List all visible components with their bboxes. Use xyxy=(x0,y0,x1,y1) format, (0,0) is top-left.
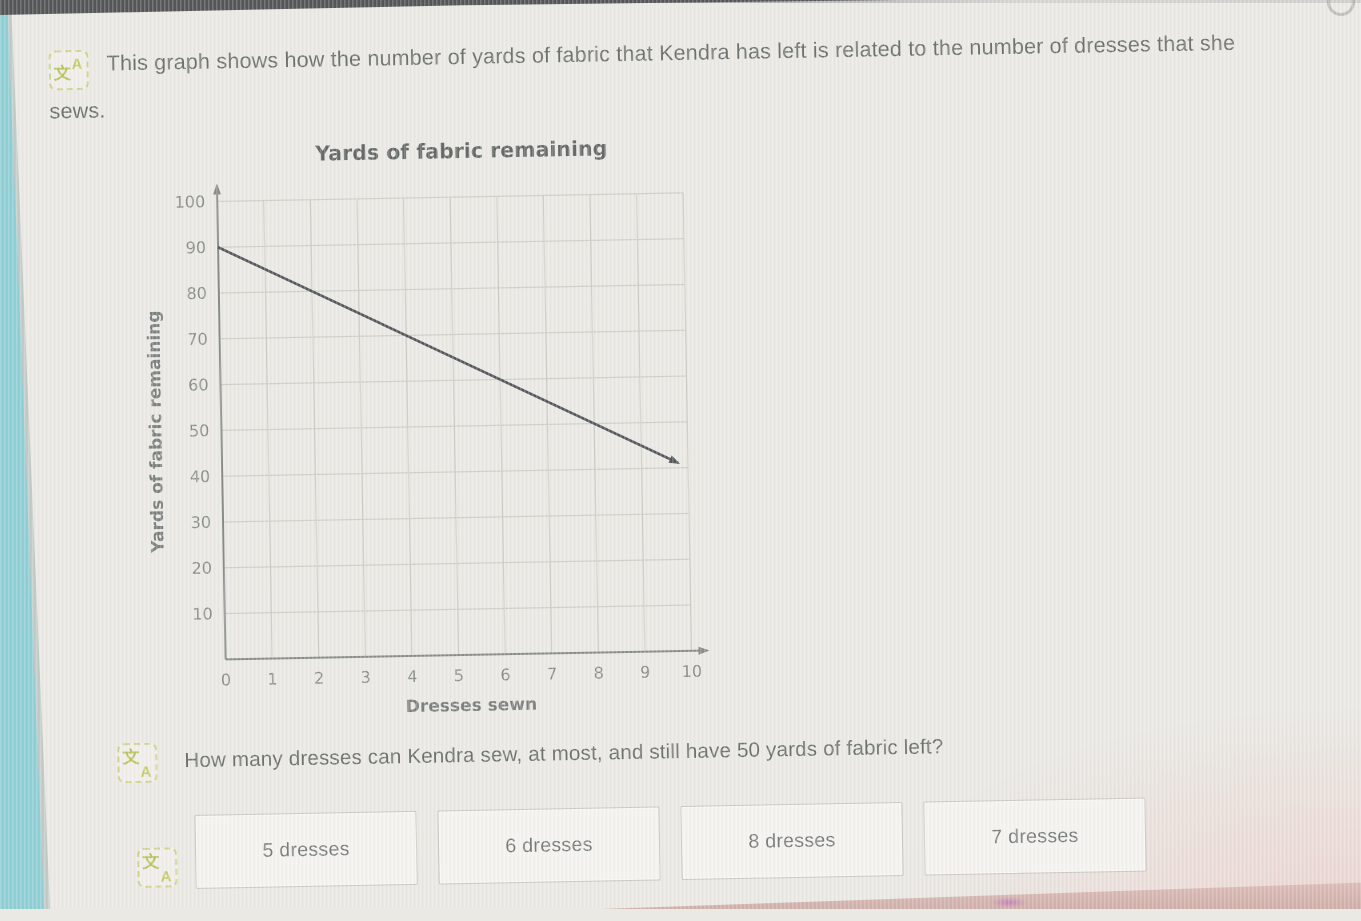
translate-icon-zh-glyph: 文 xyxy=(53,64,72,84)
x-tick-label: 0 xyxy=(221,670,232,689)
y-axis-label: Yards of fabric remaining xyxy=(144,310,168,554)
x-tick-label: 3 xyxy=(360,668,371,687)
y-tick-label: 80 xyxy=(186,284,207,303)
translate-icon-zh-glyph: 文 xyxy=(142,852,160,872)
fabric-line-chart: 10 20 30 40 50 60 70 80 90 100 0 1 2 3 4 5 6 7 8 9 10 Yards o… xyxy=(118,122,779,744)
x-tick-label: 2 xyxy=(314,669,325,688)
translate-icon-en-glyph: A xyxy=(160,868,172,886)
x-tick-label: 7 xyxy=(547,664,558,683)
x-tick-label: 4 xyxy=(407,667,418,686)
y-tick-label: 50 xyxy=(189,421,210,440)
translate-icon-zh-glyph: 文 xyxy=(122,747,140,768)
translate-icon[interactable]: 文 A xyxy=(117,742,158,784)
x-tick-label: 1 xyxy=(267,669,278,688)
translate-icon[interactable]: 文 A xyxy=(137,847,178,889)
y-tick-label: 30 xyxy=(191,513,212,532)
y-tick-label: 60 xyxy=(188,375,209,394)
x-tick-label: 10 xyxy=(682,662,703,681)
y-tick-label: 40 xyxy=(190,467,211,486)
translate-icon-en-glyph: A xyxy=(71,55,83,74)
chart-svg: 10 20 30 40 50 60 70 80 90 100 0 1 2 3 4 5 6 7 8 9 10 Yards o… xyxy=(144,136,710,717)
prompt-text: This graph shows how the number of yards… xyxy=(49,30,1236,124)
y-tick-label: 90 xyxy=(185,238,206,257)
y-tick-label: 10 xyxy=(192,604,213,623)
answer-button-7-dresses[interactable]: 7 dresses xyxy=(923,797,1147,876)
y-tick-label: 100 xyxy=(174,192,205,212)
x-axis-label: Dresses sewn xyxy=(406,695,538,717)
answer-button-5-dresses[interactable]: 5 dresses xyxy=(194,810,418,889)
translate-icon-en-glyph: A xyxy=(140,763,152,781)
answer-button-6-dresses[interactable]: 6 dresses xyxy=(437,806,661,885)
y-tick-label: 70 xyxy=(187,330,208,349)
answer-button-8-dresses[interactable]: 8 dresses xyxy=(680,801,904,881)
answer-choices: 5 dresses 6 dresses 8 dresses 7 dresses xyxy=(194,797,1147,889)
x-tick-label: 8 xyxy=(593,663,604,682)
x-tick-label: 5 xyxy=(454,666,465,685)
x-tick-label: 9 xyxy=(640,663,651,682)
x-tick-label: 6 xyxy=(500,665,511,684)
translate-icon[interactable]: 文 A xyxy=(48,49,90,91)
top-right-artifact xyxy=(1327,0,1355,16)
y-tick-label: 20 xyxy=(191,558,212,577)
prompt-block: 文 A This graph shows how the number of y… xyxy=(48,19,1288,136)
chart-title: Yards of fabric remaining xyxy=(314,136,607,165)
